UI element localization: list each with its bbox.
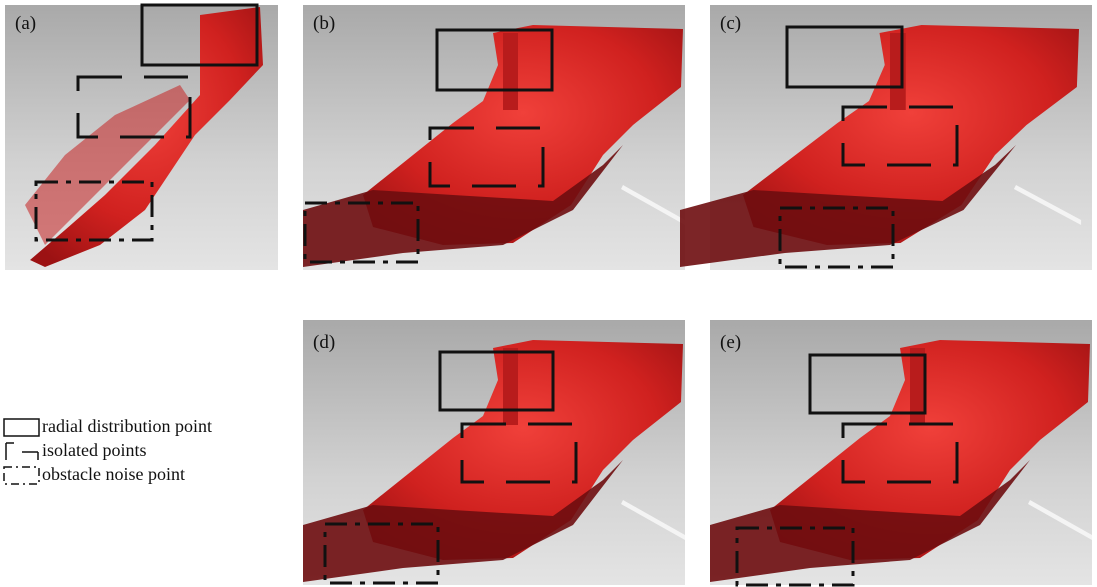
panel: (d) xyxy=(303,320,685,585)
legend: radial distribution point isolated point… xyxy=(4,416,212,484)
panel: (b) xyxy=(303,5,685,270)
panel: (c) xyxy=(680,5,1092,270)
figure: (a) (b) (c) (d) (e) radial di xyxy=(0,0,1097,587)
panel-label: (c) xyxy=(720,13,741,34)
panel-label: (d) xyxy=(313,332,335,353)
panel-label: (b) xyxy=(313,13,335,34)
legend-label: isolated points xyxy=(42,440,147,460)
panel: (a) xyxy=(5,5,278,270)
legend-label: obstacle noise point xyxy=(42,464,185,484)
panel: (e) xyxy=(710,320,1092,585)
panel-label: (e) xyxy=(720,332,741,353)
legend-label: radial distribution point xyxy=(42,416,212,436)
panel-label: (a) xyxy=(15,13,36,34)
